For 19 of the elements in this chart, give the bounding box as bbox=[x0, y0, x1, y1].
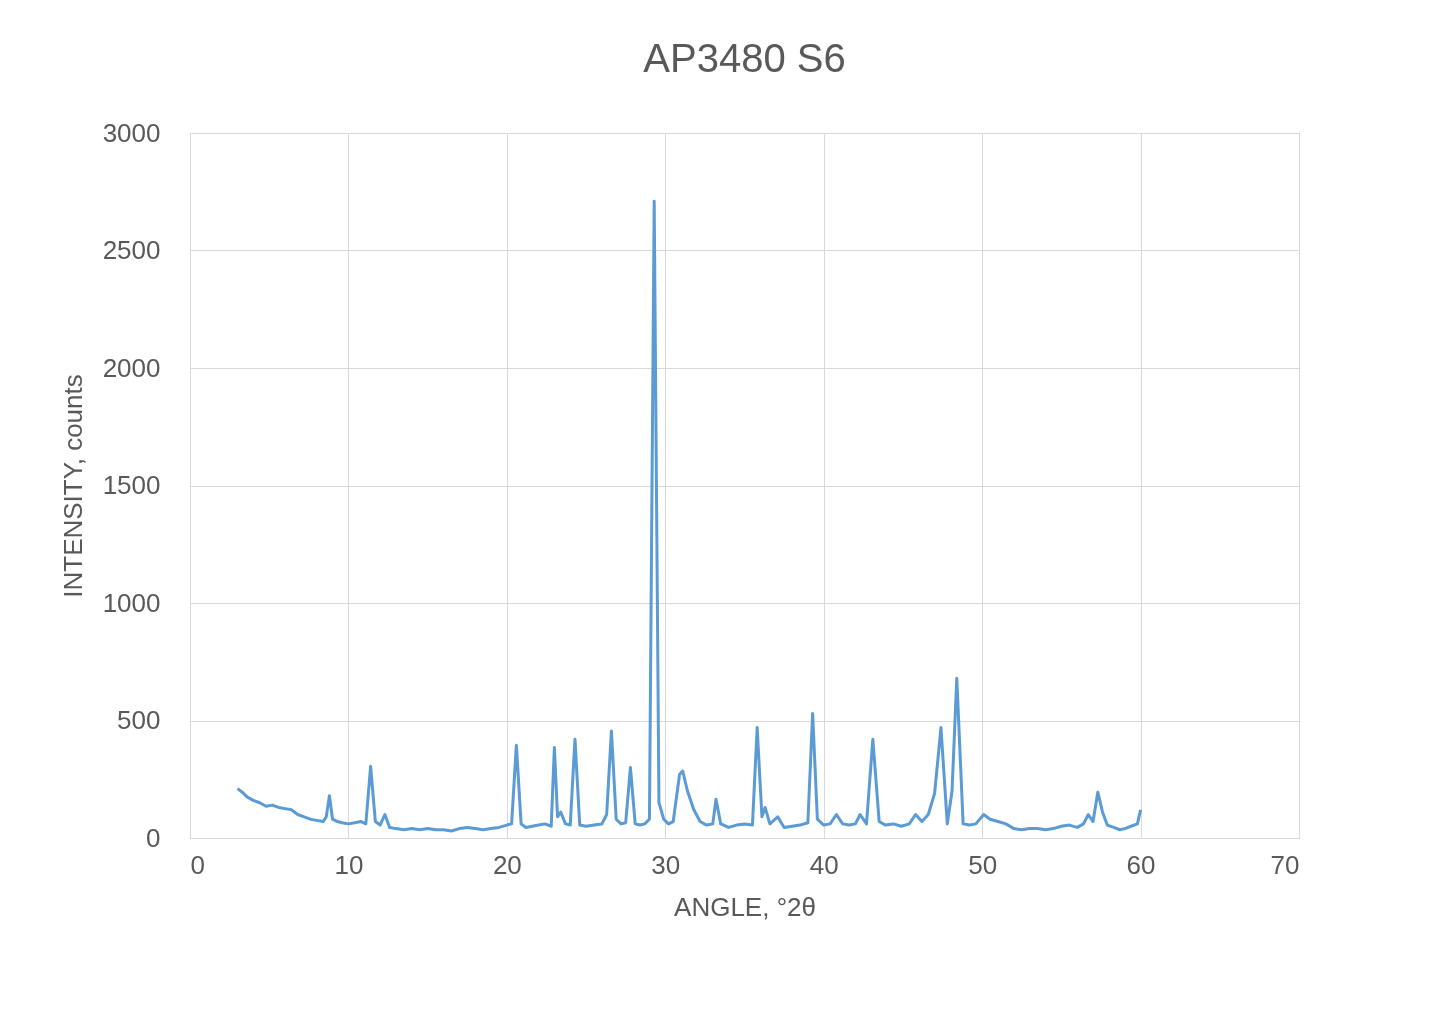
x-tick-label: 10 bbox=[334, 849, 364, 880]
y-tick-label: 0 bbox=[146, 822, 161, 853]
x-tick-label: 50 bbox=[968, 849, 998, 880]
x-tick-label: 70 bbox=[1270, 849, 1300, 880]
x-tick-label: 0 bbox=[190, 849, 205, 880]
x-tick-label: 20 bbox=[492, 849, 522, 880]
x-tick-label: 40 bbox=[809, 849, 839, 880]
y-axis-title: INTENSITY, counts bbox=[57, 374, 88, 598]
y-tick-label: 2500 bbox=[102, 235, 161, 265]
y-tick-label: 2000 bbox=[102, 352, 161, 383]
chart-title: AP3480 S6 bbox=[643, 36, 846, 80]
y-tick-label: 1500 bbox=[102, 470, 161, 500]
x-tick-label: 60 bbox=[1126, 849, 1156, 880]
y-tick-label: 3000 bbox=[102, 117, 161, 148]
line-series bbox=[236, 199, 1143, 833]
y-tick-label: 500 bbox=[117, 705, 161, 735]
y-tick-label: 1000 bbox=[102, 587, 161, 618]
x-axis-title: ANGLE, °2θ bbox=[674, 891, 816, 922]
x-tick-label: 30 bbox=[651, 849, 681, 880]
